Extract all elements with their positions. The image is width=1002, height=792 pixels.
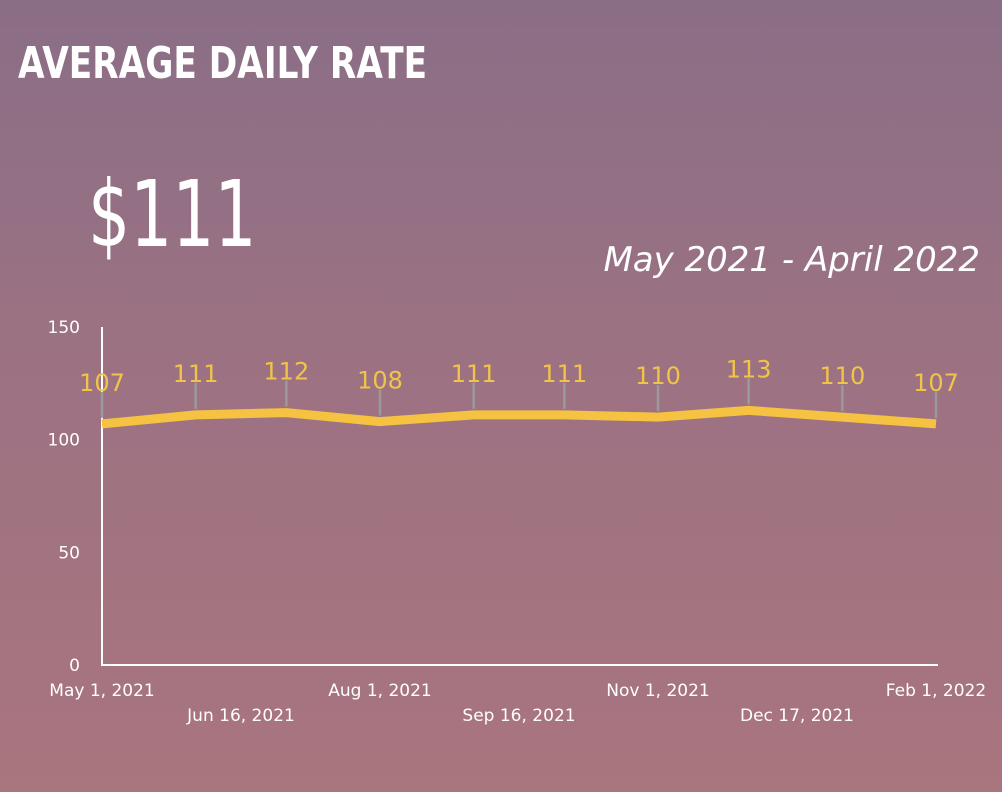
x-tick-label: Sep 16, 2021 — [462, 706, 575, 726]
data-label: 108 — [357, 367, 403, 395]
chart-subtitle: May 2021 - April 2022 — [603, 240, 980, 280]
data-label: 113 — [726, 355, 772, 383]
x-tick-label: Nov 1, 2021 — [606, 681, 709, 701]
x-tick-label: Jun 16, 2021 — [186, 706, 295, 726]
chart-title: AVERAGE DAILY RATE — [18, 38, 428, 89]
x-tick-label: Dec 17, 2021 — [740, 706, 854, 726]
y-tick-label: 50 — [58, 543, 80, 563]
x-tick-label: May 1, 2021 — [49, 681, 154, 701]
data-label: 111 — [541, 360, 587, 388]
data-label: 110 — [635, 362, 681, 390]
data-label: 111 — [173, 360, 219, 388]
x-tick-label: Feb 1, 2022 — [886, 681, 986, 701]
kpi-value: $111 — [88, 161, 257, 268]
y-tick-label: 0 — [69, 656, 80, 676]
series-line — [101, 405, 937, 429]
y-tick-label: 100 — [48, 431, 80, 451]
data-label: 111 — [451, 360, 497, 388]
data-label: 107 — [913, 369, 959, 397]
data-label: 112 — [263, 358, 309, 386]
data-label: 110 — [819, 362, 865, 390]
x-tick-label: Aug 1, 2021 — [328, 681, 432, 701]
data-label: 107 — [79, 369, 125, 397]
y-tick-label: 150 — [48, 318, 80, 338]
